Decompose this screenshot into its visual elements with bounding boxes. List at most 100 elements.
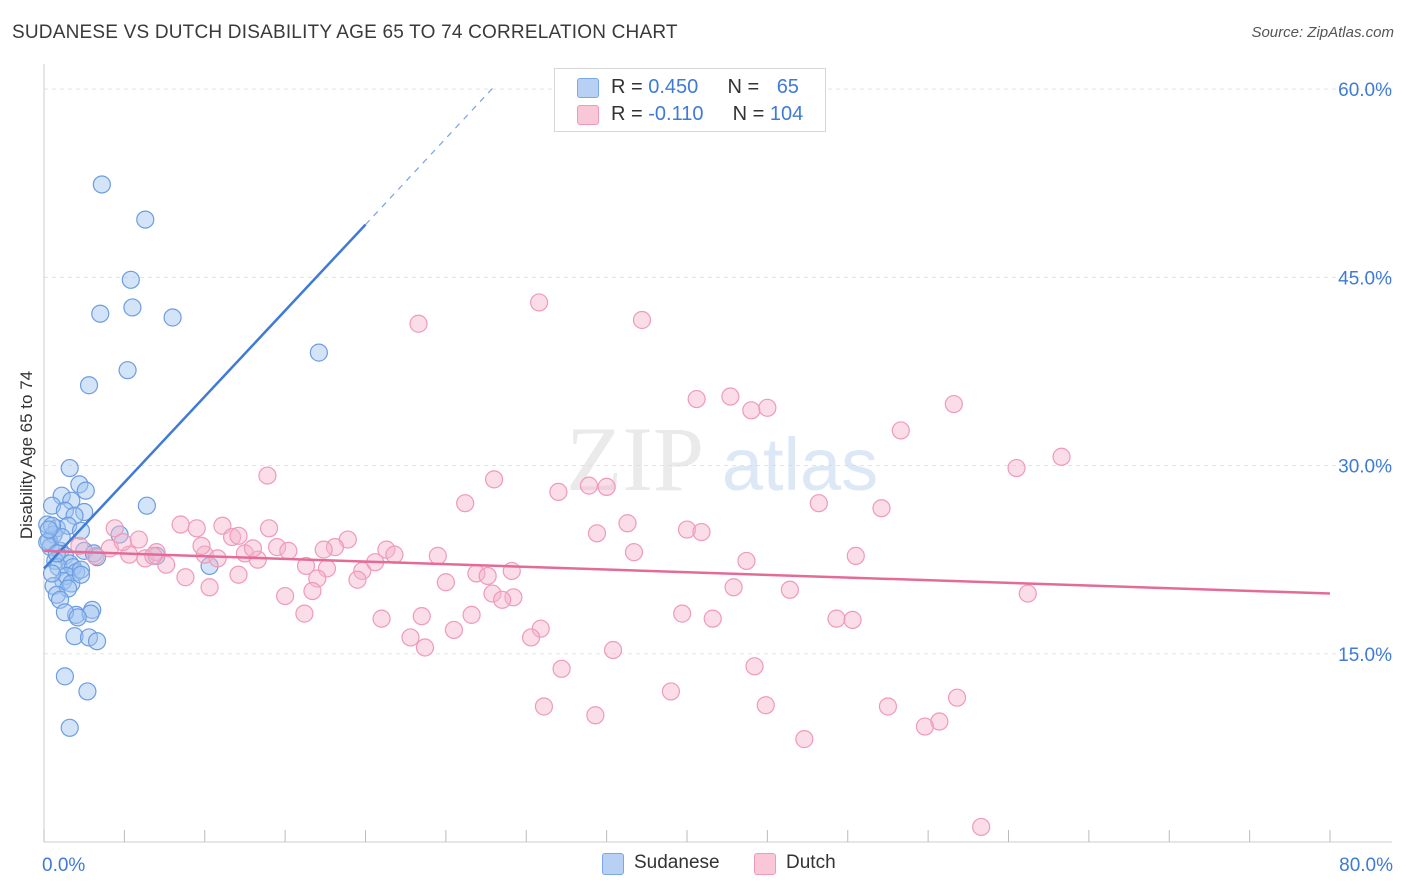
sudanese-point — [55, 667, 74, 686]
y-tick-label: 30.0% — [1338, 457, 1392, 478]
dutch-point — [603, 640, 623, 660]
dutch-point — [745, 657, 764, 676]
dutch-point — [372, 609, 391, 628]
dutch-point — [780, 580, 799, 599]
sudanese-legend-swatch — [602, 853, 624, 875]
dutch-point — [385, 545, 404, 564]
dutch-point — [222, 527, 242, 547]
sudanese-point — [121, 270, 140, 289]
dutch-point — [1007, 458, 1026, 478]
dutch-point — [878, 697, 898, 716]
dutch-point — [428, 546, 447, 565]
dutch-point — [171, 515, 190, 534]
dutch-point — [493, 590, 512, 609]
dutch-point — [930, 712, 949, 731]
y-tick-label: 15.0% — [1338, 645, 1392, 666]
dutch-point — [579, 476, 599, 495]
sudanese-point — [71, 565, 91, 584]
n-label: N = — [727, 76, 765, 98]
dutch-point — [176, 568, 195, 587]
y-tick-label: 60.0% — [1338, 80, 1392, 101]
dutch-point — [756, 696, 775, 715]
dutch-point — [462, 605, 481, 624]
dutch-point — [972, 817, 991, 837]
dutch-point — [737, 551, 756, 571]
dutch-point — [703, 609, 722, 628]
dutch-point — [412, 607, 431, 626]
dutch-point — [303, 581, 322, 601]
dutch-point — [827, 609, 846, 628]
x-tick-label: 0.0% — [42, 855, 85, 876]
dutch-point — [200, 578, 219, 597]
sudanese-point — [68, 608, 87, 627]
dutch-point — [915, 717, 935, 736]
dutch-legend-swatch — [754, 853, 776, 875]
sudanese-point — [67, 563, 86, 582]
dutch-point — [192, 536, 211, 555]
dutch-point — [401, 628, 420, 647]
dutch-point — [597, 477, 616, 496]
dutch-point — [415, 638, 435, 657]
dutch-point — [187, 519, 206, 538]
dutch-point — [276, 586, 295, 606]
sudanese-point — [79, 376, 99, 395]
n-label: N = — [732, 103, 770, 125]
dutch-point — [267, 538, 287, 557]
dutch-point — [891, 421, 910, 440]
dutch-point — [444, 620, 464, 640]
dutch-point — [872, 499, 891, 518]
dutch-point — [549, 482, 568, 501]
r-label: R = — [611, 103, 649, 125]
sudanese-point — [91, 304, 110, 323]
n-value: 104 — [769, 103, 804, 125]
dutch-point — [521, 628, 541, 647]
dutch-point — [325, 538, 345, 557]
dutch-point — [248, 550, 267, 569]
dutch-point — [105, 519, 124, 538]
sudanese-point — [87, 632, 107, 651]
dutch-point — [742, 401, 761, 420]
dutch-point — [632, 310, 652, 330]
dutch-point — [809, 494, 828, 513]
watermark: ZIP atlas — [566, 408, 878, 510]
axes — [43, 64, 1392, 843]
sudanese-point — [118, 361, 137, 380]
sudanese-point — [60, 718, 79, 737]
dutch-point — [846, 546, 865, 565]
sudanese-point — [65, 506, 84, 525]
dutch-point — [483, 584, 502, 603]
data-points — [38, 175, 1071, 837]
dutch-trend-line — [43, 549, 1331, 595]
dutch-point — [229, 565, 248, 584]
sudanese-swatch — [577, 78, 599, 98]
dutch-point — [504, 588, 523, 607]
dutch-point — [243, 539, 263, 558]
y-tick-label: 45.0% — [1338, 268, 1392, 289]
r-value: -0.110 — [648, 103, 704, 125]
dutch-point — [259, 519, 279, 538]
dutch-point — [1052, 447, 1071, 466]
sudanese-point — [65, 627, 84, 646]
dutch-point — [661, 682, 681, 701]
watermark-zip: ZIP — [566, 408, 704, 510]
dutch-point — [530, 293, 549, 312]
dutch-point — [1018, 584, 1037, 603]
dutch-point — [456, 494, 475, 513]
dutch-point — [795, 730, 814, 749]
dutch-swatch — [577, 105, 599, 125]
dutch-point — [724, 578, 743, 597]
dutch-point — [947, 688, 967, 707]
sudanese-point — [75, 502, 94, 522]
dutch-point — [296, 556, 316, 576]
dutch-point — [843, 610, 862, 629]
watermark-atlas: atlas — [722, 423, 878, 506]
dutch-point — [229, 526, 248, 545]
sudanese-point — [163, 308, 182, 327]
sudanese-point — [76, 481, 95, 500]
series-legend: Sudanese Dutch — [0, 852, 1406, 878]
dutch-point — [208, 549, 227, 568]
dutch-point — [113, 532, 132, 552]
sudanese-trend-line — [43, 223, 367, 570]
dutch-point — [586, 706, 605, 725]
dutch-point — [295, 604, 314, 623]
